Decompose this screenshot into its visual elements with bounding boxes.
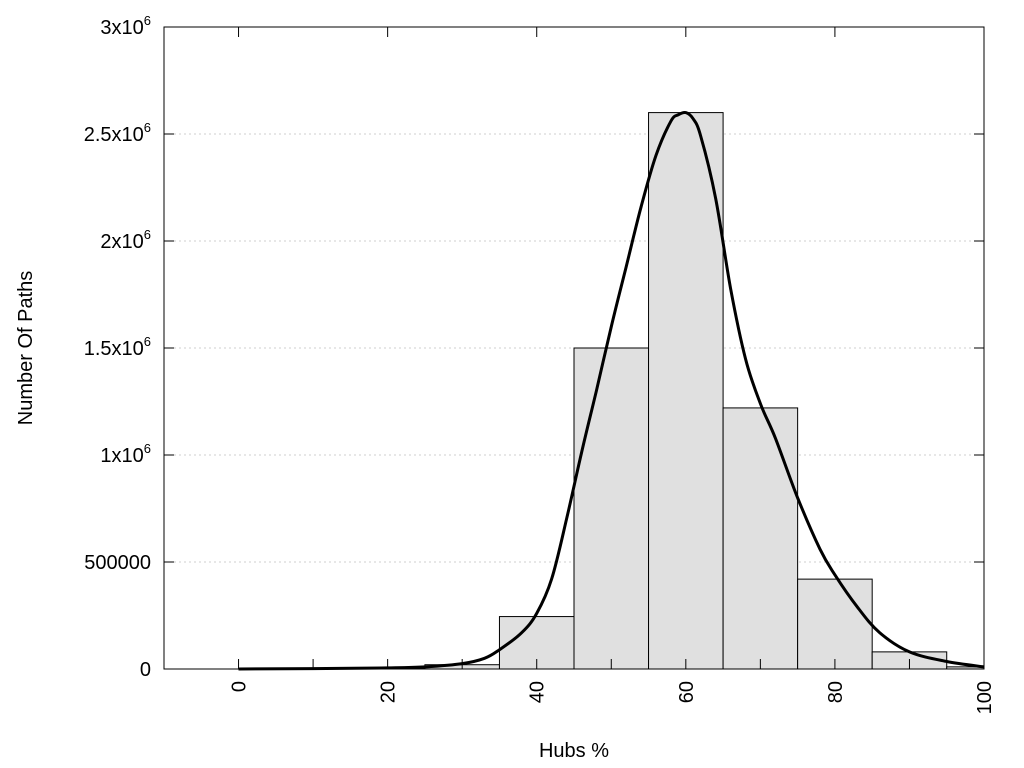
y-axis-title: Number Of Paths xyxy=(15,271,37,426)
histogram-bar xyxy=(722,407,799,670)
x-axis-ticks: 0 20 40 60 80 100 xyxy=(229,27,996,714)
histogram-bar xyxy=(573,347,650,670)
histogram-bar xyxy=(797,578,873,670)
histogram-bar xyxy=(648,112,724,670)
x-axis-title: Hubs % xyxy=(539,740,609,762)
x-tick-label: 40 xyxy=(527,681,549,703)
y-tick-label: 2x106 xyxy=(100,227,151,253)
fit-curve xyxy=(238,110,985,671)
fit-curve-layer xyxy=(238,110,985,671)
histogram-bars xyxy=(349,112,985,670)
x-tick-label: 0 xyxy=(229,681,251,692)
x-tick-label: 60 xyxy=(676,681,698,703)
y-tick-label: 500000 xyxy=(84,552,151,574)
y-tick-label: 3x106 xyxy=(100,13,151,39)
y-tick-label: 0 xyxy=(140,659,151,681)
y-tick-label: 1.5x106 xyxy=(84,334,151,360)
x-tick-label: 80 xyxy=(825,681,847,703)
y-axis-ticks: 0 500000 1x106 1.5x106 2x106 2.5x106 3x106 xyxy=(84,13,984,681)
x-tick-label: 100 xyxy=(974,681,996,714)
y-tick-label: 1x106 xyxy=(100,441,151,467)
y-tick-label: 2.5x106 xyxy=(84,120,151,146)
x-tick-label: 20 xyxy=(378,681,400,703)
